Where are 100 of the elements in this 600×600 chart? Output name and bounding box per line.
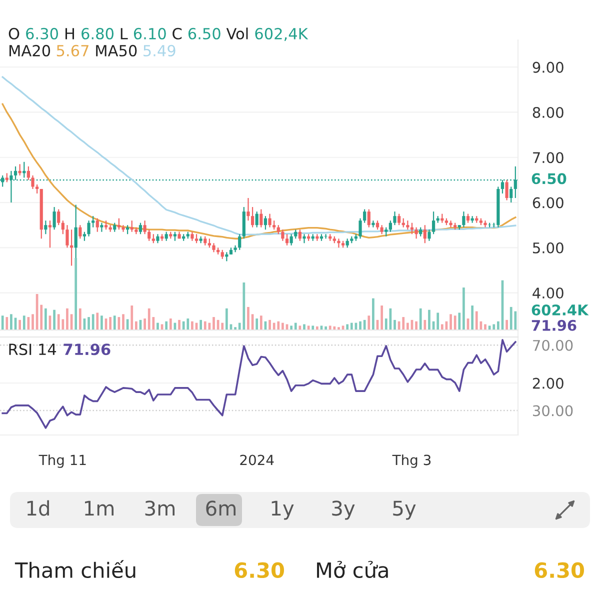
bar: [212, 317, 215, 330]
candlestick: [281, 229, 284, 242]
candlestick: [484, 220, 487, 228]
bar: [96, 312, 99, 330]
candlestick: [276, 224, 280, 235]
text: Mở cửa: [317, 560, 388, 578]
bar: [272, 322, 276, 330]
candlestick: [510, 186, 513, 204]
candlestick: [246, 197, 250, 222]
candlestick: [449, 220, 452, 228]
candlestick: [268, 213, 272, 228]
category-label: 5y: [393, 500, 416, 520]
candlestick: [208, 238, 211, 248]
bar: [454, 316, 456, 330]
bar: [384, 318, 388, 330]
candlestick: [388, 220, 392, 232]
candlestick: [122, 224, 125, 232]
category-label: 1d: [27, 500, 49, 516]
candlestick: [96, 218, 99, 232]
y-tick-label: 9.00: [532, 62, 564, 73]
bar: [130, 306, 134, 330]
bar: [18, 320, 22, 330]
candlestick: [61, 220, 64, 235]
candlestick: [358, 218, 362, 240]
bar: [66, 308, 68, 330]
bar: [514, 311, 517, 330]
category-label: 3m: [145, 500, 175, 516]
candlestick: [428, 229, 431, 242]
text: 6.30: [534, 562, 584, 578]
candlestick: [285, 234, 289, 246]
candlestick: [113, 222, 116, 232]
candlestick: [156, 234, 160, 244]
bar: [268, 320, 271, 330]
x-tick-label: Thg 3: [392, 454, 431, 468]
bar: [204, 321, 206, 330]
y-tick-label: 2.00: [532, 378, 564, 389]
candlestick: [190, 231, 194, 242]
candlestick: [406, 220, 410, 230]
bar: [406, 322, 409, 330]
bar: [122, 314, 124, 330]
candlestick: [290, 234, 293, 246]
x-tick-label: 2024: [240, 454, 274, 466]
bar: [363, 320, 366, 330]
candlestick: [48, 220, 52, 248]
candlestick: [423, 224, 426, 244]
candlestick: [264, 216, 268, 230]
candlestick: [466, 213, 470, 224]
candlestick: [414, 226, 418, 240]
bar: [156, 322, 159, 330]
bar: [234, 327, 236, 330]
bar: [148, 308, 150, 330]
candlestick: [220, 249, 224, 260]
bar: [492, 324, 496, 330]
category-label: 3y: [332, 500, 355, 520]
bar: [169, 318, 172, 330]
bar: [359, 321, 362, 330]
bar: [10, 314, 12, 330]
text: Tham chiếu: [14, 560, 136, 578]
candlestick: [346, 238, 349, 248]
category-label: 1y: [272, 500, 294, 520]
bar: [44, 308, 47, 330]
bar: [496, 321, 500, 330]
candlestick: [372, 220, 375, 228]
bar: [100, 316, 103, 330]
bar: [290, 326, 293, 330]
bar: [462, 288, 465, 330]
candlestick: [505, 179, 508, 201]
bar: [458, 312, 461, 330]
candlestick: [152, 234, 155, 244]
candlestick: [87, 220, 90, 237]
y-tick-label: 5.00: [533, 242, 564, 254]
bar: [303, 324, 306, 330]
bar: [328, 326, 332, 330]
bar: [74, 258, 78, 330]
bar: [225, 308, 228, 330]
candlestick: [57, 208, 60, 226]
bar: [350, 322, 353, 330]
candlestick: [272, 220, 276, 230]
y-tick-label: 6.00: [532, 197, 564, 208]
candlestick: [302, 234, 306, 244]
candlestick: [250, 206, 254, 228]
bar: [506, 320, 508, 330]
candlestick: [44, 220, 48, 235]
bar: [260, 316, 262, 330]
candlestick: [393, 210, 396, 226]
bar: [88, 317, 90, 330]
bar: [368, 316, 370, 330]
y-tick-label: 7.00: [533, 152, 564, 164]
bar: [380, 306, 384, 330]
bar: [294, 322, 297, 330]
candlestick: [31, 174, 34, 190]
candlestick: [204, 236, 207, 246]
bar: [144, 318, 146, 330]
candlestick: [367, 208, 370, 228]
bar: [78, 308, 82, 330]
candlestick: [143, 220, 146, 235]
text: 71.96: [532, 320, 576, 331]
candlestick: [398, 213, 401, 226]
bar: [182, 321, 185, 330]
bar: [338, 327, 340, 330]
